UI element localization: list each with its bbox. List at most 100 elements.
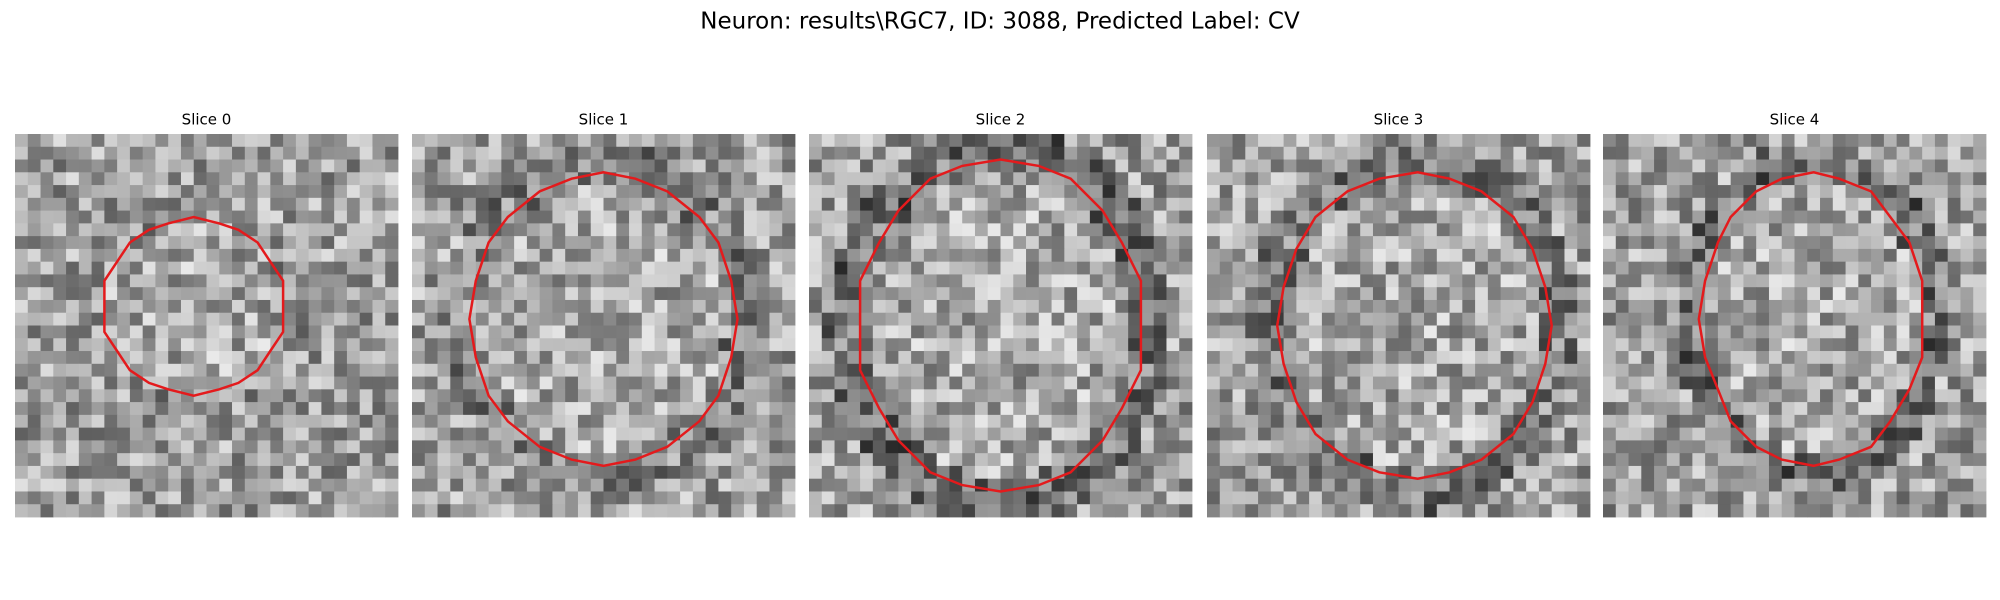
pixel	[1934, 146, 1949, 160]
pixel	[577, 453, 592, 467]
pixel	[1603, 185, 1617, 199]
pixel	[1064, 478, 1078, 492]
pixel	[1347, 146, 1361, 160]
pixel	[372, 312, 386, 326]
pixel	[1436, 134, 1450, 148]
pixel	[334, 312, 348, 326]
pixel	[295, 338, 310, 352]
pixel	[91, 236, 105, 250]
pixel	[1909, 338, 1923, 352]
pixel	[321, 504, 335, 518]
pixel	[1283, 491, 1297, 505]
pixel	[1166, 299, 1180, 314]
pixel	[1960, 363, 1974, 377]
pixel	[1832, 261, 1846, 275]
pixel	[911, 159, 925, 173]
pixel	[53, 146, 67, 160]
pixel	[1717, 274, 1732, 288]
pixel	[180, 453, 195, 467]
pixel	[1153, 325, 1167, 339]
pixel	[731, 223, 745, 237]
pixel	[641, 159, 655, 173]
pixel	[1705, 223, 1719, 237]
pixel	[1347, 363, 1361, 377]
pixel	[1283, 172, 1297, 186]
pixel	[1807, 159, 1821, 173]
pixel	[1232, 351, 1246, 365]
pixel	[1628, 338, 1642, 352]
pixel	[372, 504, 386, 518]
pixel	[1372, 223, 1387, 237]
pixel	[1717, 351, 1732, 365]
pixel	[270, 376, 284, 390]
pixel	[1551, 312, 1565, 326]
pixel	[885, 491, 899, 505]
pixel	[834, 197, 848, 211]
pixel	[1730, 134, 1744, 148]
pixel	[15, 325, 29, 339]
pixel	[974, 504, 989, 518]
pixel	[1615, 210, 1629, 224]
pixel	[962, 440, 976, 454]
pixel	[1128, 223, 1142, 237]
pixel	[1768, 389, 1783, 403]
pixel	[1487, 427, 1502, 441]
pixel	[552, 274, 566, 288]
pixel	[117, 389, 131, 403]
slice-image	[1207, 134, 1591, 518]
pixel	[782, 427, 796, 441]
pixel	[1845, 402, 1859, 416]
pixel	[1513, 478, 1527, 492]
pixel	[1794, 261, 1808, 275]
pixel	[1654, 504, 1668, 518]
pixel	[616, 427, 630, 441]
pixel	[78, 465, 92, 480]
pixel	[321, 427, 335, 441]
pixel	[1232, 338, 1246, 352]
pixel	[577, 287, 592, 301]
pixel	[1000, 172, 1014, 186]
pixel	[705, 159, 719, 173]
pixel	[641, 504, 655, 518]
pixel	[654, 261, 668, 275]
pixel	[219, 389, 233, 403]
pixel	[53, 427, 67, 441]
pixel	[1947, 478, 1961, 492]
pixel	[1398, 236, 1412, 250]
pixel	[743, 363, 758, 377]
pixel	[872, 299, 886, 314]
pixel	[782, 261, 796, 275]
pixel	[1922, 453, 1936, 467]
pixel	[1089, 210, 1104, 224]
pixel	[692, 427, 707, 441]
pixel	[1615, 478, 1629, 492]
pixel	[821, 504, 835, 518]
pixel	[78, 427, 92, 441]
pixel	[1858, 402, 1872, 416]
pixel	[885, 504, 899, 518]
pixel	[1960, 185, 1974, 199]
pixel	[1038, 236, 1052, 250]
pixel	[641, 299, 655, 314]
pixel	[1909, 210, 1923, 224]
pixel	[1179, 465, 1193, 480]
pixel	[15, 440, 29, 454]
pixel	[1064, 261, 1078, 275]
pixel	[372, 274, 386, 288]
pixel	[1628, 134, 1642, 148]
pixel	[27, 363, 41, 377]
pixel	[1038, 414, 1052, 429]
pixel	[743, 197, 758, 211]
pixel	[385, 363, 399, 377]
pixel	[1717, 325, 1732, 339]
pixel	[372, 261, 386, 275]
pixel	[1077, 197, 1091, 211]
pixel	[1934, 312, 1949, 326]
pixel	[1089, 172, 1104, 186]
pixel	[308, 414, 322, 429]
pixel	[1000, 440, 1014, 454]
pixel	[667, 351, 681, 365]
pixel	[1807, 274, 1821, 288]
pixel	[1781, 134, 1795, 148]
pixel	[1153, 376, 1167, 390]
